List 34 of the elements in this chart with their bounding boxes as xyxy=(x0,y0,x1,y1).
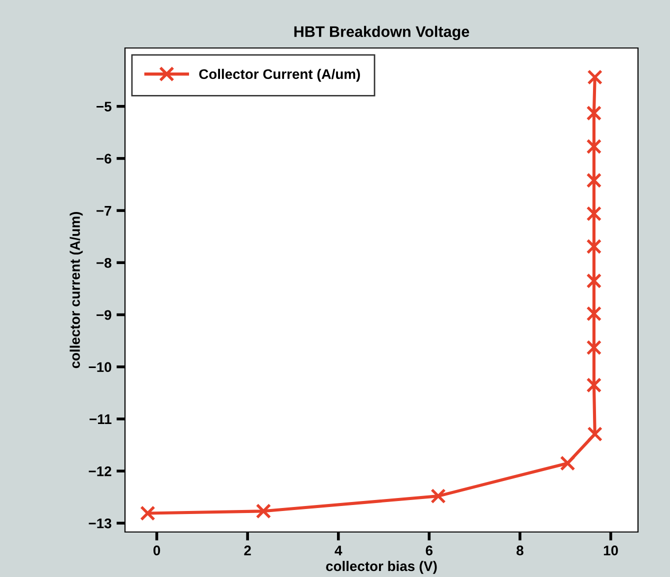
point xyxy=(430,488,446,504)
y-tick-label: −11 xyxy=(90,414,112,424)
point xyxy=(256,504,272,519)
point xyxy=(587,426,603,442)
y-tick-label: −7 xyxy=(96,206,112,216)
x-tick-label: 6 xyxy=(426,546,433,556)
y-axis-title: collector current (A/um) xyxy=(70,212,83,368)
point xyxy=(560,456,576,471)
point xyxy=(586,238,602,254)
legend-label: Collector Current (A/um) xyxy=(199,68,360,82)
y-tick-label: −5 xyxy=(96,102,112,112)
point xyxy=(586,105,602,121)
point xyxy=(140,506,156,521)
point xyxy=(586,172,602,188)
y-tick-label: −10 xyxy=(88,362,112,372)
y-tick-label: −8 xyxy=(96,258,112,268)
y-tick-label: −13 xyxy=(88,518,112,528)
x-tick-label: 0 xyxy=(153,546,160,556)
y-tick-label: −12 xyxy=(88,466,112,476)
y-tick-label: −6 xyxy=(96,154,112,164)
x-tick-label: 10 xyxy=(604,546,618,556)
point xyxy=(586,377,602,393)
point xyxy=(586,340,602,356)
y-tick-label: −9 xyxy=(96,310,112,320)
chart-title: HBT Breakdown Voltage xyxy=(294,26,470,40)
x-tick-label: 2 xyxy=(244,546,251,556)
x-tick-label: 8 xyxy=(516,546,524,556)
point xyxy=(587,70,603,85)
point xyxy=(586,138,602,154)
x-axis-title: collector bias (V) xyxy=(326,560,437,574)
point xyxy=(586,273,602,289)
point xyxy=(586,206,602,222)
point xyxy=(586,306,602,322)
x-tick-label: 4 xyxy=(334,546,342,556)
